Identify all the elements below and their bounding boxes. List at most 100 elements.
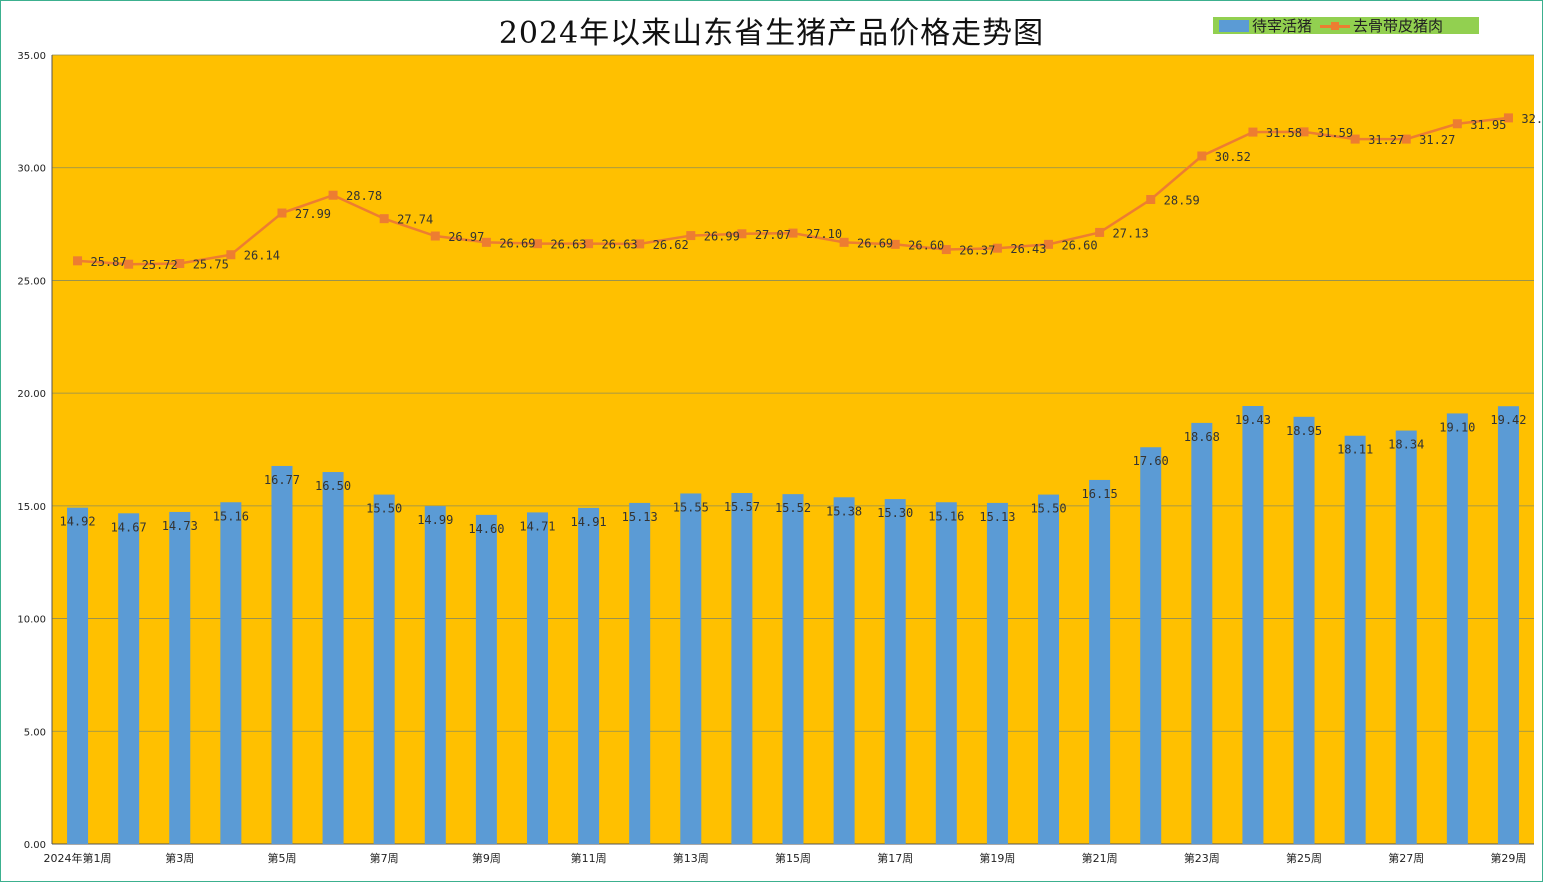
line-marker [686, 231, 696, 241]
bar [1395, 430, 1417, 844]
bar [680, 493, 702, 844]
bar [986, 502, 1008, 844]
bar [1242, 405, 1264, 844]
bar [118, 513, 140, 844]
bar [935, 502, 957, 844]
legend-item-line: 去骨带皮猪肉 [1312, 15, 1443, 36]
chart-legend: 待宰活猪 去骨带皮猪肉 [1213, 15, 1479, 36]
x-tick-label: 2024年第1周 [44, 851, 112, 865]
bar-data-label: 16.15 [1082, 487, 1118, 501]
bar [1497, 406, 1519, 844]
line-data-label: 26.97 [448, 230, 484, 244]
line-marker [1197, 151, 1207, 161]
bar [731, 493, 753, 844]
bar [67, 507, 89, 844]
line-data-label: 27.74 [397, 213, 433, 227]
line-data-label: 26.43 [1010, 242, 1046, 256]
x-tick-label: 第7周 [370, 851, 399, 865]
bar [1293, 416, 1315, 844]
line-marker [1401, 134, 1411, 144]
line-data-label: 31.27 [1419, 133, 1455, 147]
line-data-label: 25.72 [142, 258, 178, 272]
x-tick-label: 第23周 [1184, 851, 1220, 865]
x-tick-label: 第19周 [979, 851, 1015, 865]
line-marker [1248, 127, 1258, 137]
line-data-label: 26.37 [959, 244, 995, 258]
bar-data-label: 14.92 [59, 515, 95, 529]
line-data-label: 26.63 [550, 238, 586, 252]
bar [373, 494, 395, 844]
bar-data-label: 18.11 [1337, 443, 1373, 457]
line-marker [175, 259, 185, 269]
x-tick-label: 第13周 [673, 851, 709, 865]
y-tick-label: 15.00 [17, 502, 46, 513]
bar-data-label: 15.50 [1030, 502, 1066, 516]
y-tick-label: 5.00 [24, 727, 46, 738]
line-marker [737, 229, 747, 239]
x-tick-label: 第29周 [1490, 851, 1526, 865]
bar [782, 494, 804, 844]
line-marker [328, 190, 338, 200]
line-marker [124, 259, 134, 269]
line-marker [1452, 119, 1462, 129]
bar-data-label: 15.57 [724, 500, 760, 514]
line-data-label: 26.99 [704, 230, 740, 244]
line-marker [584, 239, 594, 249]
line-marker [481, 237, 491, 247]
y-tick-label: 20.00 [17, 389, 46, 400]
bar-data-label: 15.13 [622, 510, 658, 524]
y-tick-label: 0.00 [24, 840, 46, 851]
bar-data-label: 15.55 [673, 500, 709, 514]
x-tick-label: 第11周 [571, 851, 607, 865]
line-data-label: 27.13 [1113, 226, 1149, 240]
line-marker [430, 231, 440, 241]
bar-data-label: 16.50 [315, 479, 351, 493]
line-data-label: 26.69 [499, 236, 535, 250]
chart-title: 2024年以来山东省生猪产品价格走势图 [498, 16, 1045, 51]
bar-data-label: 15.38 [826, 504, 862, 518]
bar-data-label: 14.99 [417, 513, 453, 527]
bar [1191, 422, 1213, 844]
bar [1089, 479, 1111, 844]
bar-data-label: 15.30 [877, 506, 913, 520]
x-tick-label: 第17周 [877, 851, 913, 865]
bar-data-label: 14.73 [162, 519, 198, 533]
bar-data-label: 14.71 [519, 519, 555, 533]
line-marker [1503, 113, 1513, 123]
line-marker [890, 239, 900, 249]
legend-label-bar: 待宰活猪 [1252, 17, 1313, 35]
bar-data-label: 19.42 [1490, 413, 1526, 427]
line-marker [532, 239, 542, 249]
line-data-label: 27.99 [295, 207, 331, 221]
line-data-label: 25.87 [90, 255, 126, 269]
line-data-label: 31.27 [1368, 133, 1404, 147]
bar-data-label: 18.68 [1184, 430, 1220, 444]
line-data-label: 28.78 [346, 189, 382, 203]
x-tick-label: 第15周 [775, 851, 811, 865]
bar-data-label: 18.34 [1388, 438, 1424, 452]
y-tick-label: 25.00 [17, 276, 46, 287]
bar [1140, 447, 1162, 844]
line-marker [277, 208, 287, 218]
line-marker [839, 237, 849, 247]
bar-data-label: 15.50 [366, 502, 402, 516]
line-data-label: 31.59 [1317, 126, 1353, 140]
line-data-label: 25.75 [193, 258, 229, 272]
bar-data-label: 15.16 [213, 509, 249, 523]
bar [322, 472, 344, 844]
line-marker [73, 256, 83, 266]
bar-data-label: 16.77 [264, 473, 300, 487]
line-data-label: 26.63 [602, 238, 638, 252]
y-tick-label: 35.00 [17, 51, 46, 62]
line-marker [379, 214, 389, 224]
bar [884, 499, 906, 844]
line-data-label: 32.21 [1521, 112, 1543, 126]
bar-data-label: 14.91 [571, 515, 607, 529]
bar-data-label: 15.13 [979, 510, 1015, 524]
line-marker [992, 243, 1002, 253]
bar [271, 465, 293, 844]
x-tick-label: 第27周 [1388, 851, 1424, 865]
y-tick-label: 10.00 [17, 615, 46, 626]
bar [526, 512, 548, 844]
